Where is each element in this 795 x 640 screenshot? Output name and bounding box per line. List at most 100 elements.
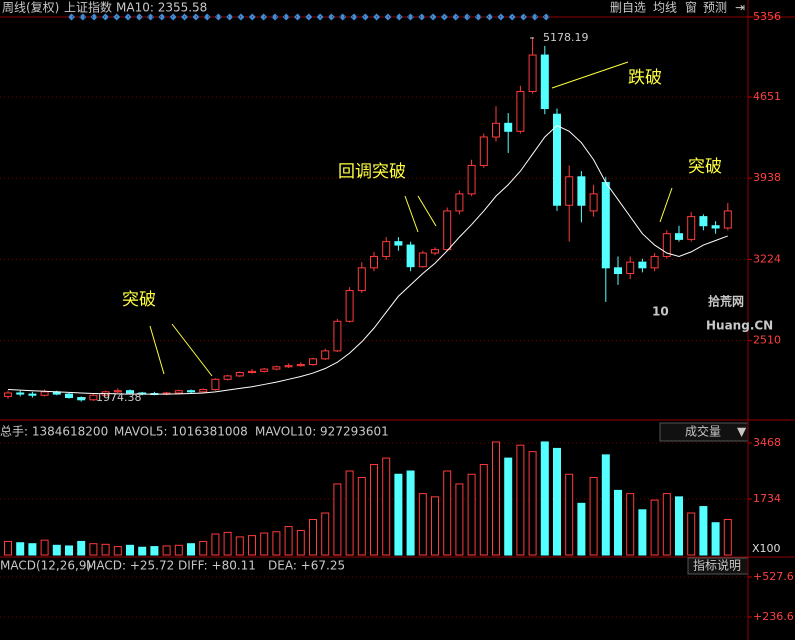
candle-body	[345, 290, 354, 322]
volume-bar	[309, 518, 317, 556]
volume-bar	[565, 473, 574, 556]
candle-body	[638, 261, 647, 269]
volume-bar	[370, 464, 378, 556]
event-marker	[192, 13, 200, 21]
volume-bar	[443, 470, 452, 556]
y-tick-label: 3938	[753, 171, 781, 184]
volume-bar	[150, 546, 159, 556]
event-marker	[486, 13, 494, 21]
event-marker	[226, 13, 234, 21]
volume-bar	[138, 546, 147, 556]
event-marker	[418, 13, 426, 21]
candle-body	[406, 244, 415, 268]
volume-bar	[248, 535, 256, 556]
volume-bar	[394, 473, 403, 556]
volume-bar	[101, 543, 110, 556]
y-tick-label: 5356	[753, 10, 781, 23]
volume-bar	[345, 470, 354, 556]
annotation: 回调突破	[338, 162, 406, 182]
event-marker	[531, 13, 539, 21]
candle-body	[723, 210, 732, 229]
indicator-help[interactable]: 指标说明	[693, 558, 741, 573]
annotation-arrow	[551, 61, 629, 89]
volume-bar	[16, 542, 25, 556]
dropdown-arrow[interactable]: ▼	[737, 425, 747, 439]
toolbar-button[interactable]: 窗	[685, 1, 697, 15]
toolbar-button[interactable]: 预测	[703, 1, 727, 15]
event-marker	[294, 13, 301, 21]
volume-bar	[577, 502, 586, 556]
candle-body	[662, 233, 671, 257]
volume-bar	[284, 526, 293, 556]
candle-body	[65, 393, 73, 399]
event-marker	[214, 13, 222, 21]
ma-label: MA10: 2355.58	[116, 1, 207, 15]
volume-bar	[626, 493, 635, 556]
annotation-arrow	[659, 187, 673, 223]
volume-bar	[614, 489, 622, 556]
indicator-name[interactable]: 成交量	[685, 424, 721, 439]
candle-body	[467, 164, 476, 195]
annotation: 跌破	[628, 68, 662, 88]
event-marker	[271, 13, 279, 21]
y-tick-label: 2510	[753, 334, 781, 347]
macd-legend: DEA: +67.25	[268, 559, 345, 573]
volume-bar	[296, 529, 305, 556]
event-marker	[101, 13, 109, 21]
volume-bar	[528, 451, 537, 556]
volume-bar	[711, 522, 720, 556]
candle-body	[89, 394, 98, 401]
event-marker	[147, 13, 155, 21]
candle-body	[223, 375, 232, 380]
annotation-arrow	[171, 323, 213, 377]
volume-bar	[199, 540, 208, 556]
volume-bar	[65, 545, 73, 556]
toolbar-button[interactable]: 均线	[653, 1, 677, 15]
volume-bar	[699, 506, 708, 556]
event-marker	[361, 13, 369, 21]
y-tick-label: 3468	[753, 436, 781, 449]
annotation: 突破	[122, 290, 156, 310]
volume-bar	[174, 544, 183, 556]
candle-body	[431, 249, 439, 254]
volume-unit: X100	[752, 542, 781, 555]
candle-body	[40, 391, 49, 396]
candle-body	[309, 358, 317, 366]
event-marker	[407, 13, 414, 21]
candle-body	[333, 320, 342, 352]
volume-bar	[211, 533, 220, 556]
candle-body	[296, 364, 305, 367]
toolbar-button[interactable]: 删自选	[610, 1, 646, 15]
volume-bar	[406, 470, 415, 556]
event-marker	[203, 13, 211, 21]
volume-bar	[418, 493, 427, 556]
candle-body	[321, 350, 330, 360]
candle-body	[382, 241, 391, 257]
menu-arrow[interactable]: ⇥	[735, 1, 745, 15]
candle-body	[601, 181, 610, 269]
pointer	[82, 37, 534, 399]
volume-bar	[235, 536, 244, 556]
candle-body	[455, 193, 464, 212]
candle-body	[370, 255, 378, 269]
volume-bar	[272, 531, 281, 556]
candle-body	[284, 365, 293, 368]
event-marker	[68, 13, 75, 21]
event-marker	[339, 13, 347, 21]
volume-bar	[77, 540, 86, 556]
candle-body	[4, 392, 12, 397]
event-marker	[79, 13, 87, 21]
volume-bar	[553, 447, 561, 556]
volume-bar	[504, 457, 513, 556]
candle-body	[357, 267, 366, 292]
candle-body	[589, 193, 598, 212]
candle-body	[187, 390, 195, 393]
event-marker	[384, 13, 392, 21]
candle-body	[675, 233, 683, 240]
event-marker	[395, 13, 403, 21]
candle-body	[260, 368, 269, 372]
candle-body	[126, 390, 134, 394]
volume-bar	[162, 545, 171, 556]
candle-body	[272, 366, 281, 370]
